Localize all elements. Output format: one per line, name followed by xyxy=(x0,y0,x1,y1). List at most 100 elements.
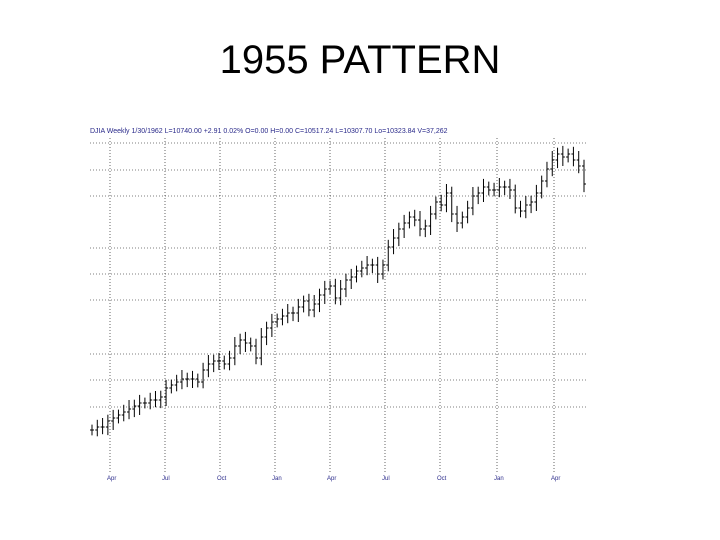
chart-grid xyxy=(90,138,588,472)
price-bar xyxy=(455,205,460,232)
price-bar xyxy=(275,313,280,328)
price-bar xyxy=(396,222,401,247)
price-bar xyxy=(232,337,237,366)
price-bar xyxy=(365,256,370,276)
price-bar xyxy=(322,280,327,304)
price-bar xyxy=(566,148,571,163)
price-bar xyxy=(269,313,274,337)
price-bar xyxy=(433,196,438,220)
price-bar xyxy=(539,175,544,199)
price-bar xyxy=(412,209,417,227)
price-bar xyxy=(121,404,126,422)
price-bar xyxy=(428,205,433,235)
price-bar xyxy=(301,295,306,313)
price-bar xyxy=(375,256,380,283)
price-bar xyxy=(407,211,412,229)
price-bar xyxy=(211,354,216,373)
price-bar xyxy=(460,211,465,229)
price-bar xyxy=(201,362,206,389)
x-tick-label: Jan xyxy=(272,476,282,482)
x-tick-label: Oct xyxy=(437,476,447,482)
price-bar xyxy=(465,200,470,224)
price-bar xyxy=(402,214,407,238)
price-bar xyxy=(227,350,232,371)
price-bar xyxy=(513,184,518,214)
chart-header: DJIA Weekly 1/30/1962 L=10740.00 +2.91 0… xyxy=(90,128,448,135)
price-bar xyxy=(312,295,317,318)
price-bar xyxy=(497,178,502,198)
price-bar xyxy=(206,355,211,378)
price-bar xyxy=(391,229,396,255)
price-bar xyxy=(555,147,560,169)
price-bar xyxy=(492,182,497,197)
x-tick-label: Apr xyxy=(107,476,116,482)
price-bar xyxy=(518,200,523,218)
price-bar xyxy=(148,392,153,410)
price-bar xyxy=(296,298,301,322)
price-bar xyxy=(127,400,132,420)
price-bar xyxy=(158,390,163,409)
price-bar xyxy=(486,181,491,196)
price-bar xyxy=(95,419,100,437)
price-bar xyxy=(317,288,322,313)
price-bar xyxy=(179,370,184,390)
x-tick-label: Jul xyxy=(162,476,170,482)
price-bar xyxy=(169,379,174,394)
price-bar xyxy=(338,280,343,306)
price-bar xyxy=(164,379,169,406)
x-tick-label: Apr xyxy=(551,476,560,482)
price-bar xyxy=(582,159,586,193)
price-bar xyxy=(111,409,116,430)
price-bar xyxy=(423,219,428,238)
price-bar xyxy=(544,161,549,188)
price-bar xyxy=(354,265,359,283)
price-bar xyxy=(380,259,385,280)
price-bar xyxy=(185,372,190,388)
price-bar xyxy=(100,418,105,435)
price-bar xyxy=(418,211,422,237)
price-bar xyxy=(576,151,581,174)
price-bar xyxy=(216,352,221,370)
price-bar xyxy=(222,355,227,370)
price-bar xyxy=(359,260,364,278)
price-bar xyxy=(571,146,576,167)
price-bar xyxy=(190,370,195,388)
price-bar xyxy=(481,178,486,202)
price-bar xyxy=(560,145,565,166)
price-bar xyxy=(328,280,333,295)
price-bar xyxy=(248,337,253,352)
slide-title: 1955 PATTERN xyxy=(219,38,501,82)
price-bar xyxy=(137,394,142,415)
x-axis-ticks: Apr Jul Oct Jan Apr Jul Oct Jan Apr xyxy=(107,476,560,482)
price-bar xyxy=(333,278,338,305)
price-bar xyxy=(90,424,94,436)
price-bar xyxy=(259,328,264,366)
price-bar xyxy=(174,374,179,392)
price-bar xyxy=(349,268,354,289)
price-bar xyxy=(507,178,512,199)
price-bar xyxy=(105,414,110,436)
price-bar xyxy=(142,397,147,409)
price-bar xyxy=(153,391,158,408)
price-bar xyxy=(195,373,200,388)
price-bar xyxy=(439,194,444,212)
price-bar xyxy=(343,273,348,298)
price-bar xyxy=(386,239,391,272)
price-bar xyxy=(534,184,539,211)
price-bar xyxy=(470,187,475,216)
price-bar xyxy=(280,308,285,326)
price-bars xyxy=(90,145,586,437)
price-bar xyxy=(502,180,507,196)
price-bar xyxy=(523,196,528,219)
price-bar xyxy=(116,409,121,424)
price-bar xyxy=(291,306,296,322)
x-tick-label: Oct xyxy=(217,476,227,482)
price-bar xyxy=(529,195,534,214)
price-bar xyxy=(370,258,375,274)
price-bar xyxy=(306,293,311,317)
price-bar xyxy=(449,186,454,223)
price-bar xyxy=(243,331,248,352)
x-tick-label: Jul xyxy=(382,476,390,482)
x-tick-label: Apr xyxy=(327,476,336,482)
